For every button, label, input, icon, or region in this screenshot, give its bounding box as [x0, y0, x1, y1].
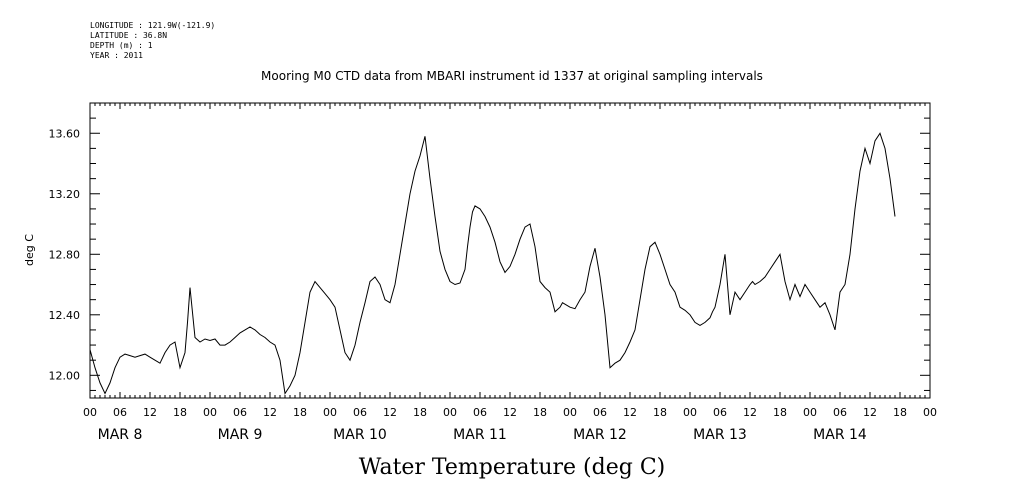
y-tick-label: 12.40 — [49, 309, 81, 322]
day-labels: MAR 8 MAR 9 MAR 10 MAR 11 MAR 12 MAR 13 MAR 14 — [98, 427, 867, 443]
day-label: MAR 12 — [573, 427, 627, 443]
station-metadata: LONGITUDE : 121.9W(-121.9) LATITUDE : 36… — [90, 21, 215, 61]
y-tick-label: 12.80 — [49, 248, 81, 261]
series-group — [89, 132, 896, 395]
day-label: MAR 10 — [333, 427, 387, 443]
day-label: MAR 8 — [98, 427, 143, 443]
x-tick-label: 12 — [503, 406, 517, 419]
longitude-label: LONGITUDE : 121.9W(-121.9) — [90, 21, 216, 30]
x-tick-label: 18 — [173, 406, 187, 419]
x-tick-label: 12 — [743, 406, 757, 419]
x-tick-label: 00 — [83, 406, 97, 419]
axis-ticks — [89, 102, 931, 398]
x-tick-label: 00 — [323, 406, 337, 419]
depth-label: DEPTH (m) : 1 — [90, 41, 153, 50]
x-tick-label: 06 — [473, 406, 487, 419]
x-tick-label: 12 — [863, 406, 877, 419]
y-axis-label: deg C — [23, 234, 36, 266]
y-tick-label: 13.60 — [49, 127, 81, 140]
temperature-series-line — [89, 132, 896, 395]
x-tick-label: 18 — [773, 406, 787, 419]
x-tick-label: 00 — [563, 406, 577, 419]
x-tick-label: 12 — [263, 406, 277, 419]
chart-title: Mooring M0 CTD data from MBARI instrumen… — [261, 69, 763, 83]
x-tick-labels: 00 06 12 18 00 06 12 18 00 06 12 18 00 06 12 18 00 06 12 18… — [83, 406, 937, 419]
y-tick-label: 13.20 — [49, 188, 81, 201]
x-tick-label: 12 — [623, 406, 637, 419]
x-tick-label: 06 — [353, 406, 367, 419]
x-tick-label: 18 — [893, 406, 907, 419]
y-tick-label: 12.00 — [49, 369, 81, 382]
day-label: MAR 11 — [453, 427, 507, 443]
day-label: MAR 14 — [813, 427, 867, 443]
plot-frame — [89, 102, 931, 399]
x-tick-label: 06 — [593, 406, 607, 419]
x-tick-label: 00 — [203, 406, 217, 419]
x-tick-label: 18 — [653, 406, 667, 419]
x-tick-label: 18 — [533, 406, 547, 419]
x-tick-label: 18 — [293, 406, 307, 419]
x-tick-label: 12 — [143, 406, 157, 419]
x-tick-label: 06 — [713, 406, 727, 419]
y-tick-labels: 12.00 12.40 12.80 13.20 13.60 — [49, 127, 81, 382]
x-tick-label: 00 — [683, 406, 697, 419]
year-label: YEAR : 2011 — [90, 51, 143, 60]
x-tick-label: 00 — [923, 406, 937, 419]
x-axis-label: Water Temperature (deg C) — [359, 455, 666, 480]
latitude-label: LATITUDE : 36.8N — [90, 31, 168, 40]
x-tick-label: 18 — [413, 406, 427, 419]
day-label: MAR 9 — [218, 427, 263, 443]
x-tick-label: 06 — [113, 406, 127, 419]
x-tick-label: 06 — [833, 406, 847, 419]
x-tick-label: 06 — [233, 406, 247, 419]
x-tick-label: 12 — [383, 406, 397, 419]
x-tick-label: 00 — [443, 406, 457, 419]
x-tick-label: 00 — [803, 406, 817, 419]
day-label: MAR 13 — [693, 427, 747, 443]
